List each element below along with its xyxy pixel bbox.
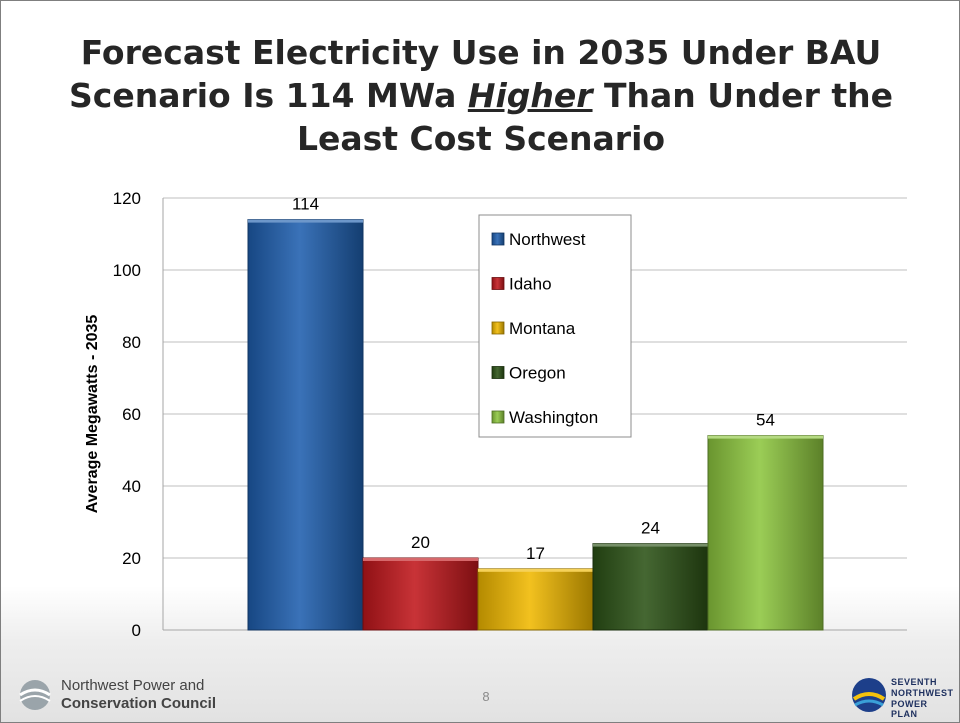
legend-label-northwest: Northwest — [509, 230, 586, 249]
page-number: 8 — [482, 689, 490, 704]
power-plan-logo: SEVENTH NORTHWEST POWER PLAN — [849, 673, 953, 719]
power-plan-text-line2: NORTHWEST — [891, 688, 954, 698]
data-label-oregon: 24 — [641, 519, 660, 538]
y-tick-label-60: 60 — [122, 405, 141, 424]
bar-oregon — [592, 543, 709, 631]
y-tick-label-20: 20 — [122, 549, 141, 568]
title-text-part2: Than Under the Least Cost Scenario — [296, 76, 893, 158]
legend-label-washington: Washington — [509, 408, 598, 427]
title-emphasis: Higher — [467, 76, 593, 115]
bar-top-washington — [708, 435, 823, 439]
power-plan-text-line3: POWER PLAN — [891, 699, 928, 719]
data-label-idaho: 20 — [411, 533, 430, 552]
title-text-part1: Forecast Electricity Use in 2035 Under B… — [69, 33, 882, 115]
legend-label-montana: Montana — [509, 319, 576, 338]
y-tick-label-40: 40 — [122, 477, 141, 496]
data-label-washington: 54 — [756, 411, 775, 430]
power-plan-text-line1: SEVENTH — [891, 677, 938, 687]
legend-label-idaho: Idaho — [509, 275, 552, 294]
bar-northwest — [247, 219, 364, 631]
bar-top-idaho — [363, 558, 478, 561]
bar-montana — [477, 568, 594, 631]
legend-swatch-idaho — [491, 277, 505, 290]
council-name-line1: Northwest Power and — [61, 677, 205, 694]
y-tick-label-120: 120 — [113, 189, 141, 208]
legend-swatch-oregon — [491, 366, 505, 379]
bar-idaho — [362, 557, 479, 631]
y-axis-title: Average Megawatts - 2035 — [84, 315, 101, 514]
council-logo: Northwest Power and Conservation Council — [15, 673, 275, 717]
legend-swatch-montana — [491, 321, 505, 335]
data-label-northwest: 114 — [292, 195, 319, 214]
council-name-line2: Conservation Council — [61, 695, 217, 712]
data-label-montana: 17 — [526, 544, 545, 563]
power-plan-emblem-icon — [852, 678, 886, 712]
y-tick-label-80: 80 — [122, 333, 141, 352]
bar-washington — [707, 435, 824, 631]
y-tick-label-0: 0 — [132, 621, 141, 640]
bar-top-montana — [478, 568, 593, 572]
bar-top-oregon — [593, 543, 708, 547]
council-emblem-icon — [19, 680, 51, 710]
legend-swatch-washington — [491, 410, 505, 424]
legend-label-oregon: Oregon — [509, 364, 566, 383]
legend-swatch-northwest — [491, 232, 505, 246]
bar-top-northwest — [248, 219, 363, 223]
slide-title: Forecast Electricity Use in 2035 Under B… — [61, 31, 901, 160]
y-tick-label-100: 100 — [113, 261, 141, 280]
